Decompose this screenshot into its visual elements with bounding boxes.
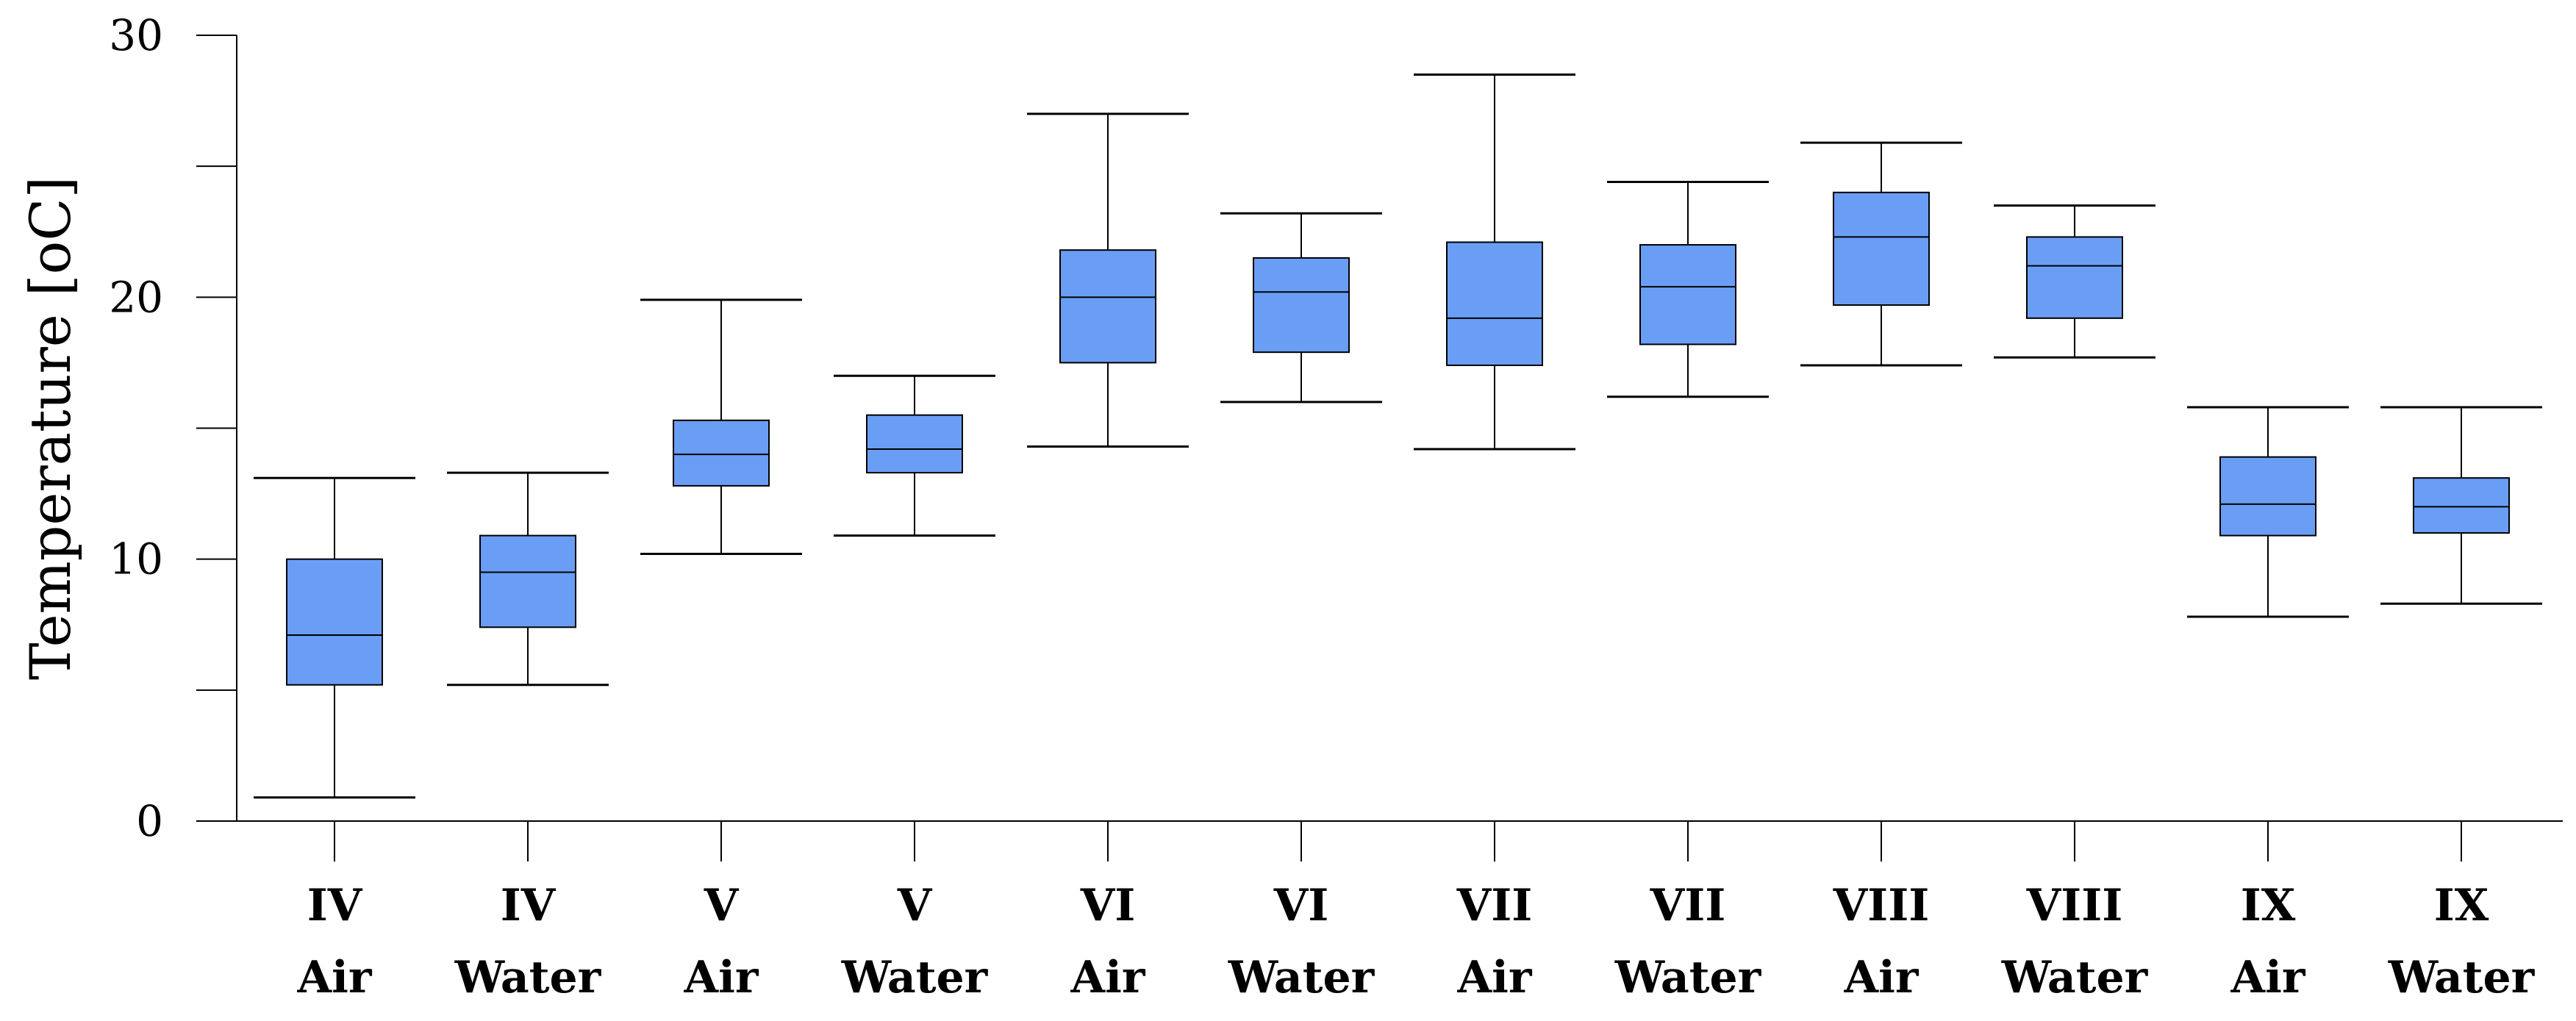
box-group (1414, 73, 1575, 451)
x-tick-label-month: V (704, 880, 740, 931)
box-group (254, 476, 415, 799)
x-tick-label-medium: Air (1070, 952, 1146, 1003)
box-group (834, 374, 995, 537)
iqr-box (2413, 477, 2510, 534)
y-tick-label: 20 (109, 272, 163, 322)
x-tick-label-month: IX (2241, 880, 2296, 931)
x-tick-label-medium: Air (297, 952, 373, 1003)
x-tick-label-month: IV (307, 880, 363, 931)
iqr-box (1833, 191, 1930, 307)
box-group (2380, 406, 2542, 605)
iqr-box (866, 414, 963, 474)
axes (236, 35, 2563, 822)
x-tick-label-month: VI (1080, 880, 1136, 931)
x-tick-label-medium: Water (2001, 952, 2149, 1003)
iqr-box (1059, 249, 1156, 364)
x-tick-label-medium: Water (2388, 952, 2536, 1003)
x-tick-label-medium: Water (1228, 952, 1375, 1003)
x-tick-label-month: VIII (1833, 880, 1930, 931)
y-tick-label: 30 (109, 10, 163, 60)
y-tick-label: 10 (109, 534, 163, 584)
box-group (447, 471, 609, 687)
iqr-box (286, 558, 383, 686)
iqr-box (673, 419, 770, 487)
box-group (1994, 204, 2155, 359)
iqr-box (1253, 257, 1350, 354)
box-group (1607, 181, 1769, 398)
x-tick-label-medium: Air (1844, 952, 1920, 1003)
iqr-box (2026, 236, 2123, 319)
x-tick-label-month: VIII (2026, 880, 2123, 931)
x-tick-label-month: IX (2434, 880, 2489, 931)
box-group (640, 298, 802, 556)
iqr-box (479, 534, 576, 628)
box-group (1800, 141, 1962, 367)
x-ticks: IV Air IV Water V Air V Water VI Air VI Water VII Air… (297, 821, 2536, 1003)
x-tick-label-medium: Air (1457, 952, 1533, 1003)
x-tick-label-month: IV (501, 880, 557, 931)
x-tick-label-medium: Water (1614, 952, 1762, 1003)
x-tick-label-medium: Water (454, 952, 602, 1003)
iqr-box (2219, 456, 2316, 537)
x-tick-label-medium: Air (684, 952, 759, 1003)
box-group (2187, 406, 2349, 618)
iqr-box (1446, 241, 1543, 366)
x-tick-label-medium: Air (2230, 952, 2306, 1003)
boxes (254, 73, 2542, 799)
y-tick-label: 0 (136, 796, 163, 846)
x-tick-label-medium: Water (841, 952, 989, 1003)
y-axis-label: Temperature [oC] (18, 176, 83, 680)
x-tick-label-month: VII (1650, 880, 1726, 931)
y-ticks: 0 10 20 30 (109, 10, 237, 846)
x-tick-label-month: VII (1456, 880, 1533, 931)
iqr-box (1639, 244, 1736, 345)
x-tick-label-month: V (897, 880, 933, 931)
box-group (1220, 212, 1382, 404)
box-group (1027, 112, 1189, 448)
x-tick-label-month: VI (1273, 880, 1329, 931)
